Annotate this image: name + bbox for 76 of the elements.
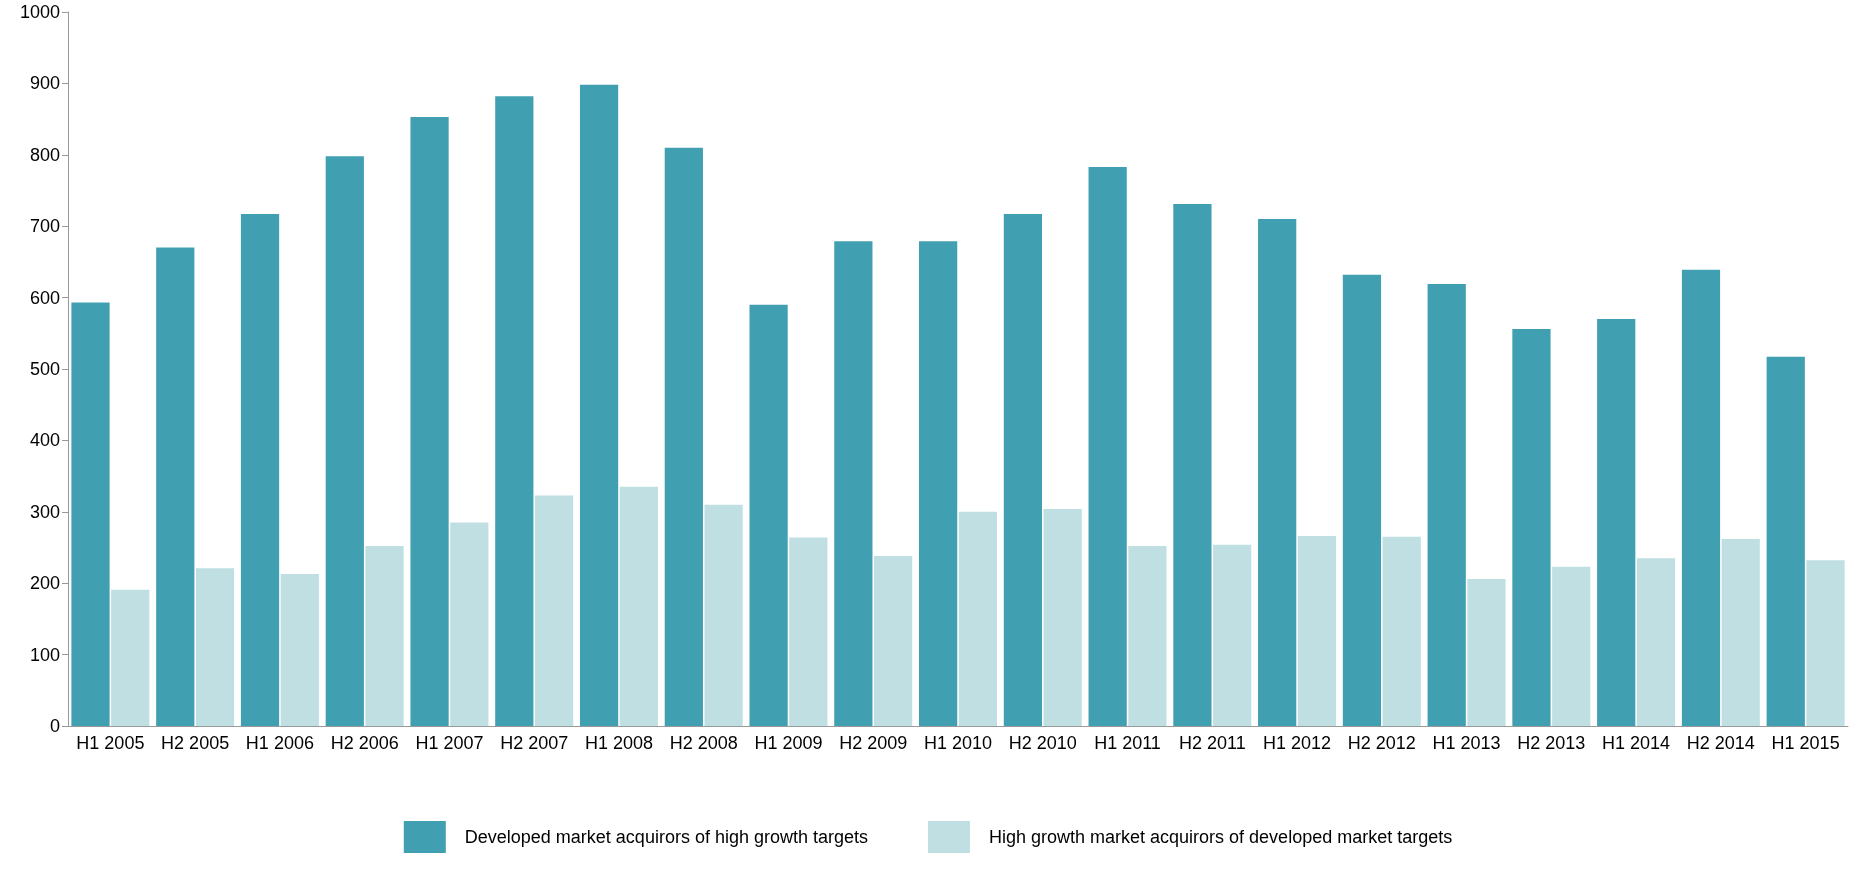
- x-tick-label: H1 2009: [754, 733, 823, 753]
- y-tick-label: 300: [29, 501, 60, 522]
- x-tick-label: H1 2010: [923, 733, 993, 753]
- bar: [1427, 284, 1466, 726]
- x-tick-label: H1 2007: [415, 733, 484, 753]
- x-tick-label: H1 2015: [1771, 733, 1840, 753]
- bar: [874, 556, 913, 726]
- bar: [664, 147, 703, 726]
- x-tick-label: H2 2008: [669, 733, 738, 753]
- bar: [410, 116, 449, 726]
- bar: [495, 96, 534, 726]
- y-tick-label: 400: [29, 430, 60, 451]
- bar: [1088, 166, 1127, 726]
- bar: [919, 241, 958, 726]
- bar: [1213, 544, 1252, 726]
- bar: [1552, 566, 1591, 726]
- bar: [195, 568, 235, 726]
- bar: [1003, 214, 1042, 726]
- bar: [1342, 274, 1382, 726]
- bar: [1721, 538, 1760, 726]
- y-tick-label: 700: [29, 216, 60, 237]
- bar: [1597, 319, 1636, 726]
- bar: [534, 495, 574, 726]
- x-tick-label: H2 2009: [839, 733, 908, 753]
- bar: [749, 304, 788, 726]
- y-tick-label: 100: [29, 644, 60, 665]
- bar: [789, 537, 828, 726]
- bar: [156, 247, 195, 726]
- bar: [1043, 508, 1082, 726]
- bar: [450, 522, 489, 726]
- x-tick-label: H2 2005: [161, 733, 230, 753]
- x-tick-label: H2 2011: [1178, 733, 1246, 753]
- y-tick-label: 900: [29, 73, 60, 94]
- legend-label: Developed market acquirors of high growth targets: [464, 827, 869, 847]
- x-tick-label: H2 2012: [1347, 733, 1416, 753]
- bar: [1806, 560, 1845, 726]
- x-tick-label: H2 2010: [1008, 733, 1077, 753]
- bar: [958, 511, 997, 726]
- bar: [280, 573, 319, 726]
- y-tick-label: 1000: [19, 2, 60, 22]
- x-tick-label: H2 2007: [500, 733, 569, 753]
- x-tick-label: H1 2012: [1263, 733, 1332, 753]
- bar: [579, 84, 619, 726]
- y-tick-label: 600: [29, 287, 60, 308]
- x-tick-label: H1 2014: [1602, 733, 1671, 753]
- x-tick-label: H1 2005: [76, 733, 145, 753]
- x-tick-label: H1 2013: [1432, 733, 1501, 753]
- bar: [1173, 204, 1212, 726]
- y-tick-label: 0: [49, 716, 60, 736]
- y-tick-label: 200: [29, 573, 60, 594]
- y-tick-label: 800: [29, 144, 60, 165]
- bar: [1636, 558, 1676, 726]
- bar: [111, 589, 150, 726]
- bar: [1681, 269, 1721, 726]
- bar: [1467, 578, 1506, 726]
- bar: [1382, 536, 1421, 726]
- x-tick-label: H1 2008: [584, 733, 653, 753]
- bar: [365, 546, 404, 726]
- x-tick-label: H1 2011: [1094, 733, 1161, 753]
- legend-label: High growth market acquirors of developed market targets: [988, 827, 1453, 847]
- bar: [71, 302, 110, 726]
- x-tick-label: H1 2006: [245, 733, 314, 753]
- y-tick-label: 500: [29, 359, 60, 379]
- bar: [619, 486, 658, 726]
- bar: [1766, 356, 1805, 726]
- bar: [1128, 546, 1167, 726]
- bar: [325, 156, 364, 726]
- bar: [704, 504, 743, 726]
- bar: [834, 241, 873, 726]
- x-tick-label: H2 2014: [1686, 733, 1755, 753]
- bar: [1258, 219, 1297, 726]
- x-tick-label: H2 2013: [1517, 733, 1586, 753]
- bar: [1297, 536, 1337, 726]
- bar: [240, 214, 280, 726]
- bar: [1512, 329, 1551, 726]
- x-tick-label: H2 2006: [330, 733, 399, 753]
